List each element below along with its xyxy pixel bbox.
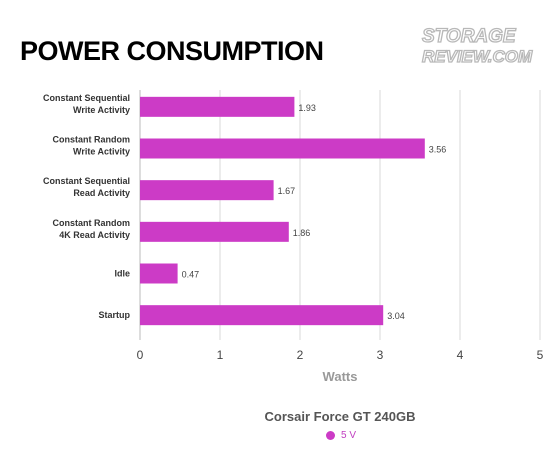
legend: 5 V xyxy=(326,430,356,441)
x-tick-label: 2 xyxy=(297,348,304,362)
x-tick-label: 4 xyxy=(457,348,464,362)
category-label: Write Activity xyxy=(73,147,130,157)
storagereview-logo: STORAGE REVIEW.COM xyxy=(421,25,533,66)
legend-swatch xyxy=(326,431,335,440)
svg-text:REVIEW.COM: REVIEW.COM xyxy=(422,47,533,66)
legend-series-label: 5 V xyxy=(341,430,357,441)
x-tick-label: 5 xyxy=(537,348,544,362)
category-label: Constant Sequential xyxy=(43,93,130,103)
data-label: 3.56 xyxy=(429,145,447,155)
data-label: 1.93 xyxy=(298,103,316,113)
category-label: Constant Random xyxy=(53,218,131,228)
bar xyxy=(140,96,295,117)
category-label: Startup xyxy=(99,310,131,320)
x-tick-label: 0 xyxy=(137,348,144,362)
x-tick-label: 1 xyxy=(217,348,224,362)
data-label: 1.67 xyxy=(278,186,296,196)
data-label: 0.47 xyxy=(182,270,200,280)
category-label: 4K Read Activity xyxy=(59,230,130,240)
bar xyxy=(140,263,178,284)
category-label: Read Activity xyxy=(73,188,130,198)
bar xyxy=(140,180,274,201)
data-label: 3.04 xyxy=(387,311,405,321)
x-axis-title: Watts xyxy=(323,369,358,384)
x-tick-label: 3 xyxy=(377,348,384,362)
bar xyxy=(140,138,425,159)
data-label: 1.86 xyxy=(293,228,311,238)
category-label: Constant Random xyxy=(53,135,131,145)
category-label: Write Activity xyxy=(73,105,130,115)
svg-text:STORAGE: STORAGE xyxy=(422,26,517,47)
category-label: Constant Sequential xyxy=(43,176,130,186)
bar xyxy=(140,305,384,326)
bar xyxy=(140,221,289,242)
page-title: POWER CONSUMPTION xyxy=(20,36,324,66)
category-label: Idle xyxy=(114,269,130,279)
legend-title: Corsair Force GT 240GB xyxy=(264,409,416,424)
